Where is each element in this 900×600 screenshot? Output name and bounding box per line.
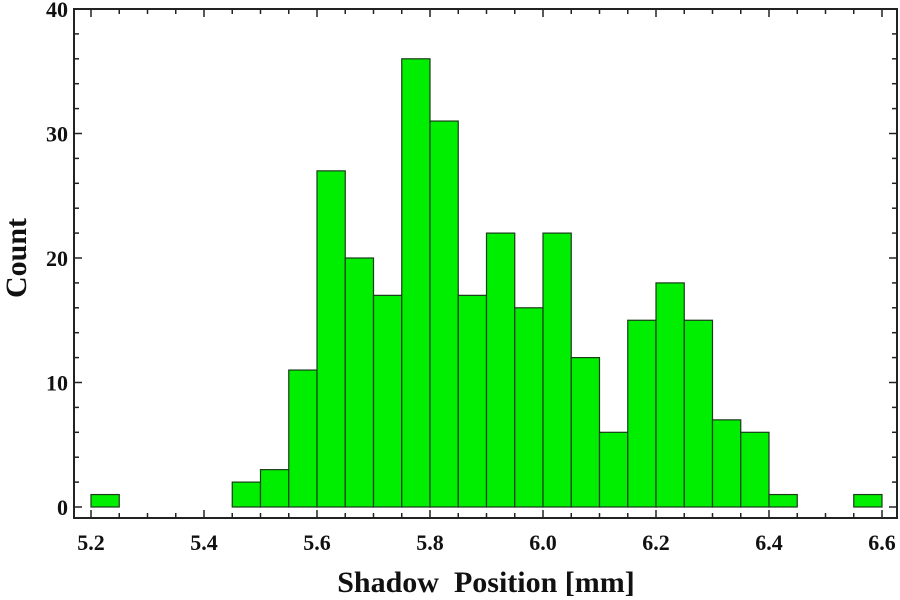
histogram-bar	[485, 232, 516, 508]
x-axis-title: Shadow Position [mm]	[337, 566, 635, 599]
y-tick-label: 10	[46, 371, 68, 396]
x-tick-label: 5.2	[77, 530, 105, 555]
histogram-bar	[627, 319, 657, 508]
y-axis-title: Count	[0, 218, 33, 298]
x-tick-label: 6.0	[529, 530, 557, 555]
histogram-bars	[90, 58, 883, 508]
x-tick-label: 5.6	[303, 530, 331, 555]
x-tick-labels: 5.2 5.4 5.6 5.8 6.0 6.2 6.4 6.6	[77, 530, 896, 555]
histogram-bar	[288, 369, 318, 508]
axis-ticks	[74, 8, 897, 518]
histogram-bar	[401, 58, 431, 508]
x-tick-label: 6.4	[755, 530, 783, 555]
histogram-bar	[231, 481, 262, 508]
histogram-bar	[344, 257, 375, 508]
x-tick-label: 6.2	[642, 530, 670, 555]
x-tick-label: 5.4	[190, 530, 218, 555]
histogram-bar	[259, 469, 290, 508]
histogram-bar	[372, 294, 403, 508]
histogram-bar	[514, 307, 544, 508]
x-tick-label: 6.6	[868, 530, 896, 555]
histogram-bar	[598, 431, 629, 508]
histogram-bar	[542, 232, 572, 508]
histogram-bar	[683, 319, 714, 508]
y-tick-label: 40	[46, 0, 68, 22]
y-tick-label: 0	[57, 495, 68, 520]
histogram-bar	[768, 493, 798, 508]
histogram-bar	[655, 282, 685, 508]
histogram-bar	[429, 120, 459, 508]
histogram-bar	[853, 493, 883, 508]
x-tick-label: 5.8	[416, 530, 444, 555]
histogram-bar	[740, 431, 770, 508]
plot-frame	[73, 8, 898, 519]
histogram-bar	[457, 294, 488, 508]
y-tick-label: 30	[46, 122, 68, 147]
y-tick-labels: 0 10 20 30 40	[46, 0, 68, 520]
histogram-bar	[570, 357, 601, 508]
histogram-bar	[711, 419, 742, 508]
histogram-bar	[90, 493, 120, 508]
y-tick-label: 20	[46, 246, 68, 271]
histogram-bar	[316, 170, 346, 508]
